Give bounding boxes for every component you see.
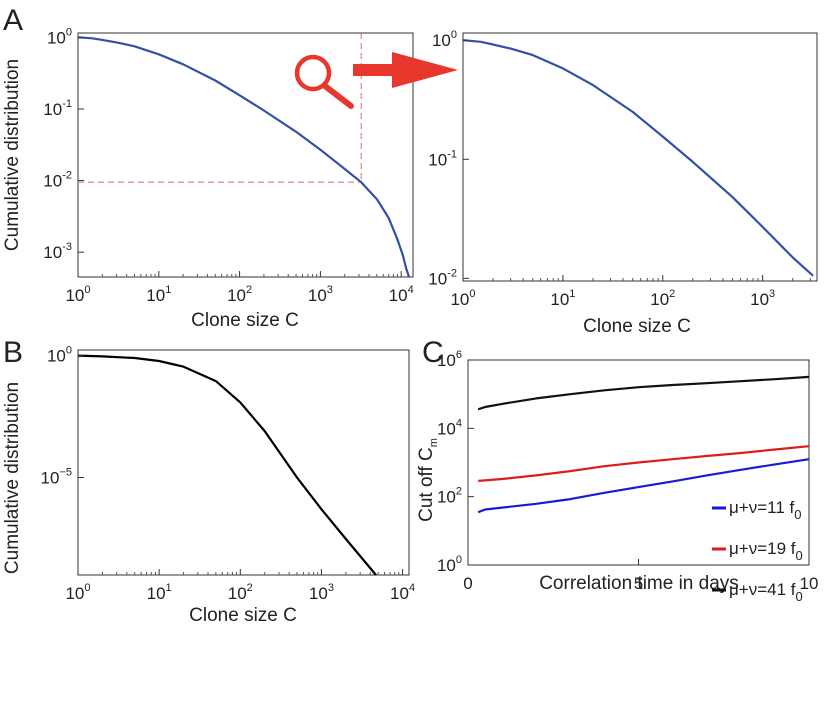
series-line-c-1 [478,445,810,482]
x-ticks-a-right: 100 101 102 103 [450,275,811,309]
x-ticks-a-left: 100 101 102 103 104 [65,271,414,305]
y-tick-label: 100 [437,554,462,575]
series-line-c-2 [477,375,810,411]
x-tick-label: 102 [650,288,675,309]
x-tick-label: 5 [634,574,643,593]
y-tick-label: 106 [437,349,462,370]
x-ticks-c: 0 5 10 [463,559,818,593]
y-tick-label: 10-3 [43,241,72,262]
panel-label-a: A [3,4,23,37]
guide-lines [78,33,362,183]
series-line-b-0 [77,354,377,576]
magnifier-icon [294,54,354,109]
x-tick-label: 103 [309,582,334,603]
x-axis-label-c: Correlation time in days [539,573,739,594]
plot-frame-b [77,349,410,576]
y-ticks-b: 100 10−5 [41,345,84,487]
panel-label-b: B [3,336,23,369]
panel-label-c: C [422,336,444,369]
chart-panel-c: 0 5 10 100 102 104 106 Correlation time in da… [416,349,818,604]
series-group-c [477,375,810,514]
x-tick-label: 100 [65,284,90,305]
series-line-a-right-0 [462,39,814,277]
chart-panel-a-right: 100 101 102 103 100 10-1 10-2 Clone size C [428,29,818,337]
plot-frame-a-right [462,32,818,282]
arrow-right-icon [353,52,458,88]
x-tick-label: 100 [65,582,90,603]
x-ticks-b: 100 101 102 103 104 [65,569,415,603]
y-tick-label: 100 [432,29,457,50]
x-tick-label: 102 [228,582,253,603]
series-group-b [77,354,377,576]
x-tick-label: 101 [147,582,172,603]
x-tick-label: 101 [146,284,171,305]
chart-panel-a-left: 100 101 102 103 104 100 10-1 10-2 10-3 Clone si… [2,26,414,331]
legend-label: μ+ν=19 f0 [729,539,803,563]
x-tick-label: 102 [227,284,252,305]
x-axis-label-a-right: Clone size C [583,316,691,337]
y-ticks-c: 100 102 104 106 [437,349,474,575]
y-ticks-a-left: 100 10-1 10-2 10-3 [43,26,84,262]
y-tick-label: 102 [437,486,462,507]
series-line-c-0 [477,458,810,514]
plot-frame-a-left [77,32,414,278]
legend-c: μ+ν=11 f0 μ+ν=19 f0 μ+ν=41 f0 [712,498,803,604]
y-tick-label: 10-2 [43,170,72,191]
x-tick-label: 0 [463,574,472,593]
x-axis-label-b: Clone size C [189,605,297,626]
y-tick-label: 10-2 [428,267,457,288]
x-tick-label: 103 [308,284,333,305]
y-axis-label-a-left: Cumulative distribution [2,59,23,251]
y-tick-label: 100 [47,345,72,366]
x-tick-label: 10 [800,574,819,593]
y-axis-label-b: Cumulative distribution [2,382,23,574]
x-tick-label: 101 [550,288,575,309]
series-group-a-right [462,39,814,277]
y-tick-label: 10-1 [428,148,457,169]
x-axis-label-a-left: Clone size C [191,310,299,331]
series-group-a-left [77,36,411,278]
legend-label: μ+ν=41 f0 [729,580,803,604]
series-line-a-left-0 [77,36,411,278]
chart-panel-b: 100 101 102 103 104 100 10−5 Clone size C Cum… [2,345,415,626]
legend-label: μ+ν=11 f0 [729,498,801,522]
y-ticks-a-right: 100 10-1 10-2 [428,29,469,288]
y-tick-label: 10−5 [41,466,72,487]
x-tick-label: 100 [450,288,475,309]
y-tick-label: 104 [437,417,462,438]
y-tick-label: 10-1 [43,98,72,119]
x-tick-label: 104 [390,582,415,603]
y-tick-label: 100 [47,26,72,47]
y-axis-label-c: Cut off Cm [416,438,440,522]
x-tick-label: 103 [750,288,775,309]
x-tick-label: 104 [389,284,414,305]
